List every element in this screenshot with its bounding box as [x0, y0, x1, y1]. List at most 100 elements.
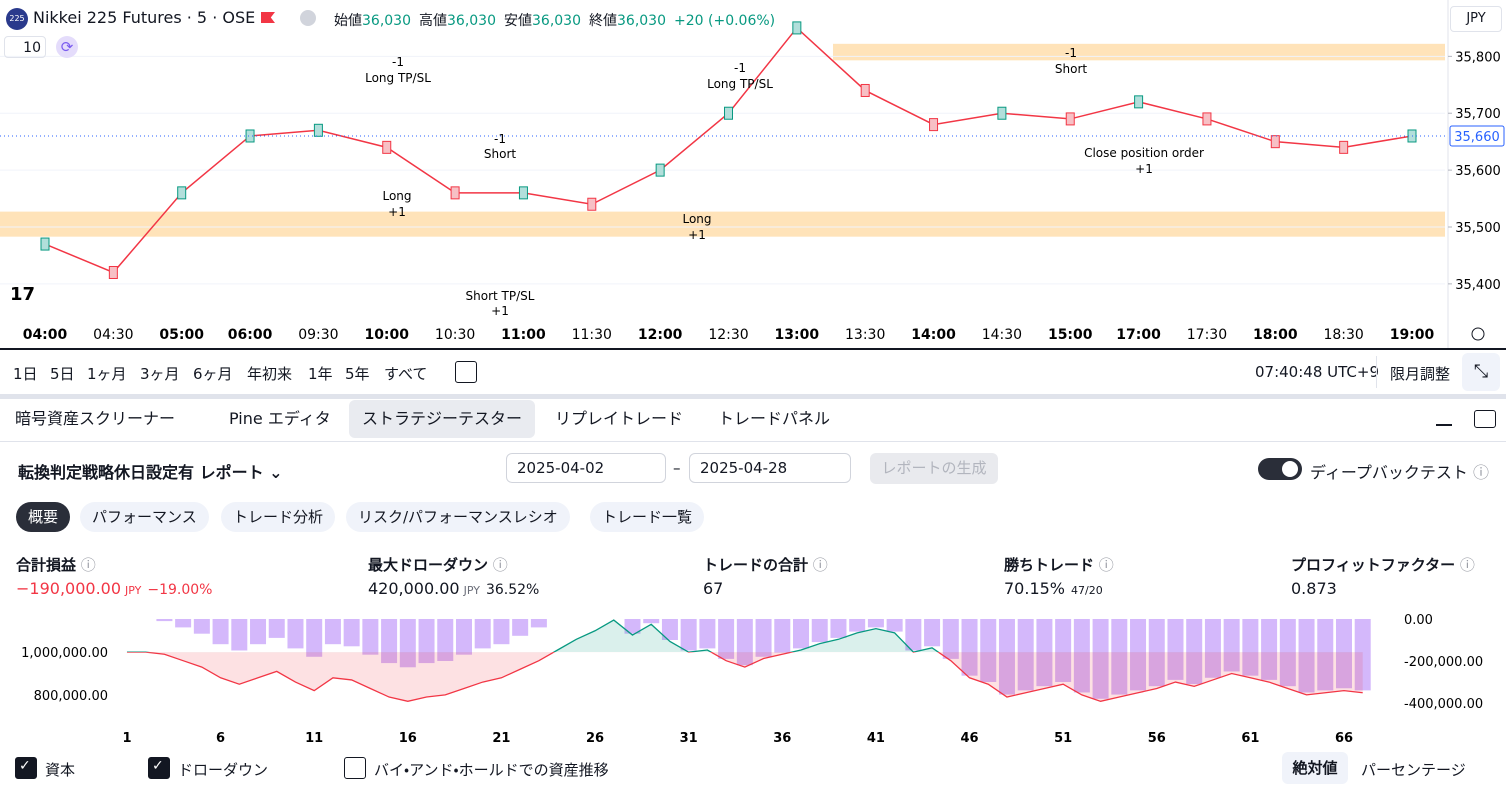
- checkbox[interactable]: ✓: [148, 757, 170, 779]
- drawdown-bar: [362, 619, 379, 655]
- metric-number: 0.873: [1291, 579, 1337, 598]
- percentage-button[interactable]: パーセンテージ: [1361, 761, 1466, 779]
- candle: [792, 21, 802, 35]
- minimize[interactable]: [1436, 424, 1452, 426]
- axis-panel: [1448, 0, 1506, 348]
- tab[interactable]: Pine エディタ: [229, 409, 331, 428]
- period-button[interactable]: 6ヶ月: [193, 365, 233, 383]
- ohlc-label: 終値: [589, 13, 617, 29]
- x-tick-label: 1: [122, 731, 131, 746]
- trade-annotation: -1: [734, 61, 746, 75]
- currency[interactable]: JPY: [1450, 6, 1502, 32]
- x-tick-label: 51: [1054, 731, 1072, 746]
- x-tick-label: 56: [1148, 731, 1166, 746]
- refresh[interactable]: ⟳: [56, 36, 78, 58]
- drawdown-bar: [306, 619, 323, 657]
- metric-value: −190,000.00 JPY −19.00%: [16, 579, 213, 598]
- drawdown-bar: [343, 619, 360, 647]
- tab[interactable]: 暗号資産スクリーナー: [15, 409, 176, 428]
- candle: [1134, 95, 1144, 109]
- candle: [177, 186, 187, 200]
- info-icon[interactable]: ⓘ: [808, 556, 828, 574]
- candle: [929, 118, 939, 132]
- period-button[interactable]: 1年: [308, 365, 333, 383]
- collapse-button[interactable]: [300, 10, 316, 26]
- drawdown-bar: [1204, 619, 1221, 678]
- expand[interactable]: [1474, 410, 1496, 428]
- trade-annotation: +1: [388, 205, 406, 219]
- divider: [1376, 356, 1377, 388]
- separator: [0, 394, 1506, 399]
- adjust[interactable]: 限月調整: [1390, 365, 1451, 383]
- maximize[interactable]: ⤡: [1462, 353, 1500, 391]
- info-icon[interactable]: ⓘ: [76, 556, 96, 574]
- date-from[interactable]: 2025-04-02: [506, 453, 666, 483]
- metric-label: プロフィットファクター ⓘ: [1291, 554, 1475, 575]
- generate-button[interactable]: レポートの生成: [870, 453, 998, 484]
- period-button[interactable]: 1ヶ月: [87, 365, 127, 383]
- period-button[interactable]: 3ヶ月: [140, 365, 180, 383]
- tab[interactable]: ストラテジーテスター: [349, 400, 536, 438]
- ohlc-value: 36,030: [532, 13, 581, 29]
- price-chart: 35,400 35,500 35,600 35,700 35,800 35,660 04:0…: [0, 0, 1506, 348]
- info-icon[interactable]: ⓘ: [1455, 556, 1475, 574]
- drawdown-bar: [437, 619, 454, 661]
- trade-annotation: Short: [1055, 62, 1087, 76]
- x-tick-label: 15:00: [1048, 327, 1093, 343]
- drawdown-bar: [530, 619, 547, 628]
- flag[interactable]: [261, 12, 275, 23]
- drawdown-bar: [755, 619, 772, 657]
- metric-number: 67: [703, 579, 724, 598]
- symbol[interactable]: Nikkei 225 Futures · 5 · OSE: [33, 8, 256, 27]
- interval-count[interactable]: 10: [4, 36, 46, 58]
- drawdown-bar: [811, 619, 828, 643]
- info-icon[interactable]: ⓘ: [1473, 463, 1490, 482]
- check: ✓: [19, 758, 31, 774]
- drawdown-bar: [942, 619, 959, 659]
- metric-label: 合計損益 ⓘ: [16, 554, 96, 575]
- y-tick-label: 35,600: [1455, 164, 1501, 179]
- report-title[interactable]: 転換判定戦略休日設定有 レポート ⌄: [18, 463, 283, 482]
- drawdown-bar: [1298, 619, 1315, 693]
- candle: [587, 197, 597, 211]
- period-button[interactable]: 年初来: [247, 365, 293, 383]
- subtab[interactable]: トレード一覧: [590, 502, 705, 532]
- x-tick-label: 17:00: [1116, 327, 1161, 343]
- subtab[interactable]: リスク/パフォーマンスレシオ: [346, 502, 570, 532]
- absolute-button[interactable]: 絶対値: [1282, 752, 1348, 784]
- tab[interactable]: リプレイトレード: [555, 409, 684, 428]
- candle: [997, 106, 1007, 120]
- period-button[interactable]: 5日: [50, 365, 75, 383]
- drawdown-bar: [998, 619, 1015, 695]
- drawdown-bar: [250, 619, 267, 645]
- period-button[interactable]: 5年: [345, 365, 370, 383]
- metric-unit: JPY: [463, 584, 480, 597]
- date-to-text: 2025-04-28: [700, 459, 788, 477]
- subtab[interactable]: 概要: [16, 502, 71, 532]
- drawdown-bar: [1186, 619, 1203, 685]
- period-button[interactable]: 1日: [13, 365, 38, 383]
- drawdown-bar: [830, 619, 847, 638]
- period-button[interactable]: すべて: [384, 365, 428, 383]
- trade-annotation: Long: [382, 189, 411, 203]
- subtab[interactable]: パフォーマンス: [80, 502, 209, 532]
- toggle[interactable]: [1258, 458, 1302, 480]
- info-icon[interactable]: ⓘ: [488, 556, 508, 574]
- drawdown-bar: [980, 619, 997, 682]
- date-to[interactable]: 2025-04-28: [689, 453, 851, 483]
- drawdown-bar: [1317, 619, 1334, 691]
- drawdown-bar: [381, 619, 398, 664]
- subtab[interactable]: トレード分析: [221, 502, 336, 532]
- info-icon[interactable]: ⓘ: [1094, 556, 1114, 574]
- checkbox[interactable]: ✓: [15, 757, 37, 779]
- tab[interactable]: トレードパネル: [718, 409, 831, 428]
- clock: 07:40:48 UTC+9: [1255, 363, 1379, 381]
- x-tick-label: 13:30: [845, 327, 885, 343]
- drawdown-bar: [643, 619, 660, 624]
- date-dash: –: [673, 459, 681, 477]
- date-range-icon[interactable]: [455, 361, 477, 383]
- drawdown-bar: [1335, 619, 1352, 689]
- drawdown-bar: [680, 619, 697, 651]
- checkbox[interactable]: [344, 757, 366, 779]
- x-tick-label: 21: [492, 731, 510, 746]
